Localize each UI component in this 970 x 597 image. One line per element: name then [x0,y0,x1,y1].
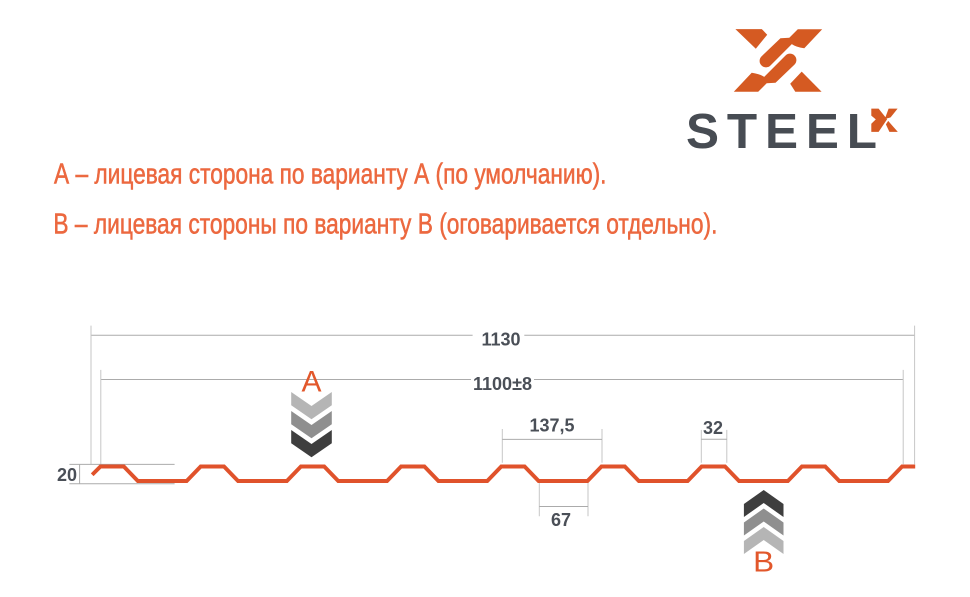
svg-text:STEEL: STEEL [686,104,886,159]
svg-text:В: В [753,547,774,579]
svg-text:67: 67 [551,510,571,530]
svg-text:1130: 1130 [481,330,520,350]
svg-text:А: А [301,366,321,399]
svg-text:137,5: 137,5 [529,416,574,436]
svg-text:1100±8: 1100±8 [473,374,532,394]
svg-text:В – лицевая стороны по вариант: В – лицевая стороны по варианту В (огова… [53,208,717,240]
svg-text:32: 32 [703,418,723,438]
svg-text:20: 20 [57,465,77,485]
svg-text:А – лицевая сторона по вариант: А – лицевая сторона по варианту А (по ум… [54,159,607,191]
